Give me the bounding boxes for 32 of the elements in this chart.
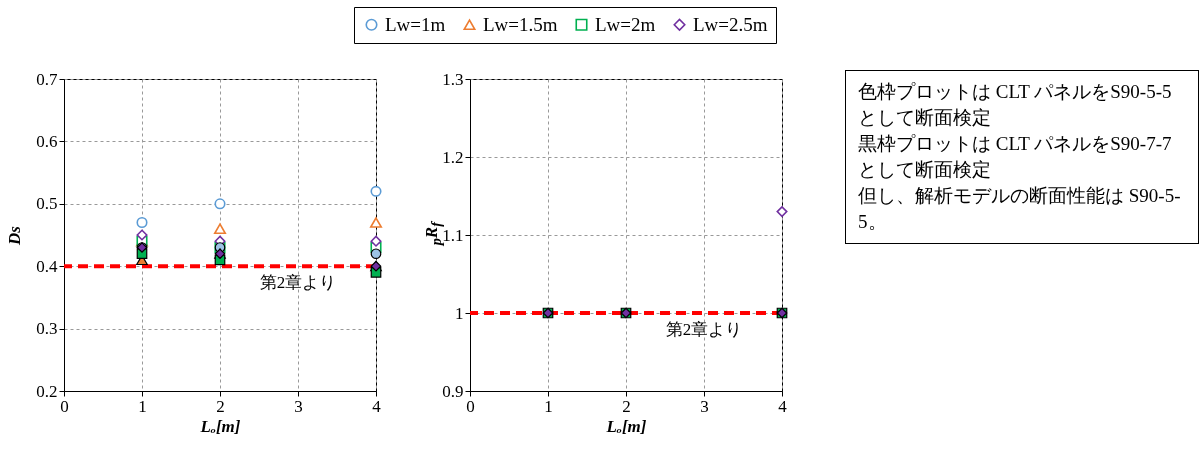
legend-label: Lw=1.5m xyxy=(483,13,558,35)
ref-line-label: 第2章より xyxy=(665,320,743,339)
text: 但し、解析モデルの断面性能は S90-5-5。 xyxy=(858,184,1182,234)
y-axis-title: Ds xyxy=(5,225,25,246)
ref-line-label: 第2章より xyxy=(259,273,337,293)
legend-label: Lw=2m xyxy=(595,13,656,35)
y-tick-label: 0.4 xyxy=(36,256,58,276)
x-axis-title: Lₒ[m] xyxy=(199,416,241,436)
legend-label: Lw=2.5m xyxy=(693,13,768,35)
x-tick-label: 2 xyxy=(622,396,631,416)
text: 色枠プロットは CLT パネルをS90-5-5 として断面検定 xyxy=(858,80,1173,130)
x-tick-label: 0 xyxy=(466,396,475,416)
x-tick-label: 4 xyxy=(372,396,382,416)
text: 黒枠プロットは CLT パネルをS90-7-7 として断面検定 xyxy=(858,132,1173,182)
y-tick-label: 1.3 xyxy=(442,69,464,89)
y-tick-label: 1 xyxy=(455,303,464,323)
legend-label: Lw=1m xyxy=(385,13,446,35)
x-tick-label: 4 xyxy=(778,396,788,416)
y-tick-label: 0.6 xyxy=(36,131,58,151)
x-tick-label: 1 xyxy=(544,396,553,416)
y-tick-label: 0.5 xyxy=(36,194,58,214)
y-tick-label: 1.2 xyxy=(442,147,464,167)
y-tick-label: 0.7 xyxy=(36,69,58,89)
x-axis-title: Lₒ[m] xyxy=(605,416,647,436)
x-tick-label: 0 xyxy=(60,396,69,416)
y-tick-label: 0.9 xyxy=(442,381,464,401)
y-tick-label: 0.3 xyxy=(36,319,58,339)
x-tick-label: 2 xyxy=(216,396,225,416)
y-tick-label: 0.2 xyxy=(36,381,58,401)
x-tick-label: 1 xyxy=(138,396,147,416)
x-tick-label: 3 xyxy=(700,396,709,416)
x-tick-label: 3 xyxy=(294,396,303,416)
